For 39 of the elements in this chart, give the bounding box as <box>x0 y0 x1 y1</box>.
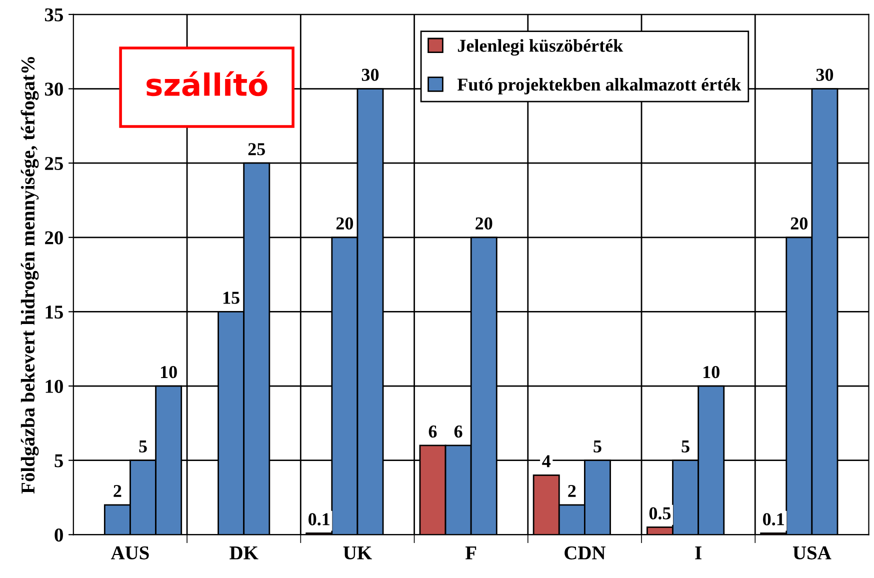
data-label: 20 <box>336 217 354 230</box>
data-label: 10 <box>704 366 720 378</box>
y-tick-label: 20 <box>45 231 63 244</box>
data-label: 6 <box>454 426 462 438</box>
y-tick-label: 10 <box>46 380 63 393</box>
y-tick-label: 30 <box>44 82 63 96</box>
y-tick-label: 15 <box>46 306 63 319</box>
x-tick-label: UK <box>343 546 372 560</box>
y-axis-title: Földgázba bekevert hidrogén mennyisége, térfogat% <box>20 57 39 494</box>
y-tick-label: 35 <box>44 8 63 22</box>
data-label: 4 <box>542 455 551 468</box>
data-label: 30 <box>816 68 834 81</box>
x-tick-label: AUS <box>110 546 149 560</box>
data-label: 25 <box>248 143 265 156</box>
legend-label: Jelenlegi küszöbérték <box>458 39 624 56</box>
data-label: 6 <box>428 426 437 438</box>
y-tick-label: 0 <box>54 528 63 542</box>
data-label: 5 <box>139 440 147 452</box>
data-label: 0.5 <box>649 507 671 520</box>
data-label: 2 <box>568 484 576 497</box>
data-label: 0.1 <box>308 513 330 526</box>
data-label: 10 <box>160 366 177 378</box>
annotation: szállító <box>146 71 268 96</box>
x-tick-label: I <box>695 546 702 560</box>
data-label: 15 <box>223 292 240 304</box>
x-tick-label: CDN <box>564 546 606 560</box>
data-label: 2 <box>114 484 122 497</box>
data-label: 5 <box>682 440 690 452</box>
data-label: 20 <box>790 217 808 230</box>
data-label: 5 <box>594 440 602 452</box>
legend-label: Futó projektekben alkalmazott érték <box>457 78 742 94</box>
x-tick-label: DK <box>230 546 258 560</box>
data-label: 20 <box>476 217 492 230</box>
data-label: 0.1 <box>763 513 784 526</box>
y-tick-label: 25 <box>45 156 63 170</box>
data-label: 30 <box>362 68 379 81</box>
x-tick-label: F <box>465 546 476 560</box>
x-tick-label: USA <box>792 546 832 560</box>
y-tick-label: 5 <box>54 454 63 468</box>
